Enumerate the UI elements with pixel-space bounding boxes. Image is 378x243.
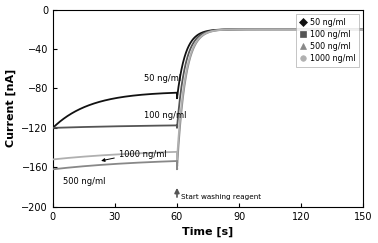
- Text: 100 ng/ml: 100 ng/ml: [144, 111, 186, 120]
- Y-axis label: Current [nA]: Current [nA]: [6, 69, 16, 147]
- X-axis label: Time [s]: Time [s]: [183, 227, 234, 237]
- Text: 50 ng/ml: 50 ng/ml: [144, 74, 181, 83]
- Text: Start washing reagent: Start washing reagent: [181, 194, 261, 200]
- Text: 500 ng/ml: 500 ng/ml: [63, 177, 106, 186]
- Legend: 50 ng/ml, 100 ng/ml, 500 ng/ml, 1000 ng/ml: 50 ng/ml, 100 ng/ml, 500 ng/ml, 1000 ng/…: [296, 14, 359, 67]
- Text: 1000 ng/ml: 1000 ng/ml: [119, 150, 167, 159]
